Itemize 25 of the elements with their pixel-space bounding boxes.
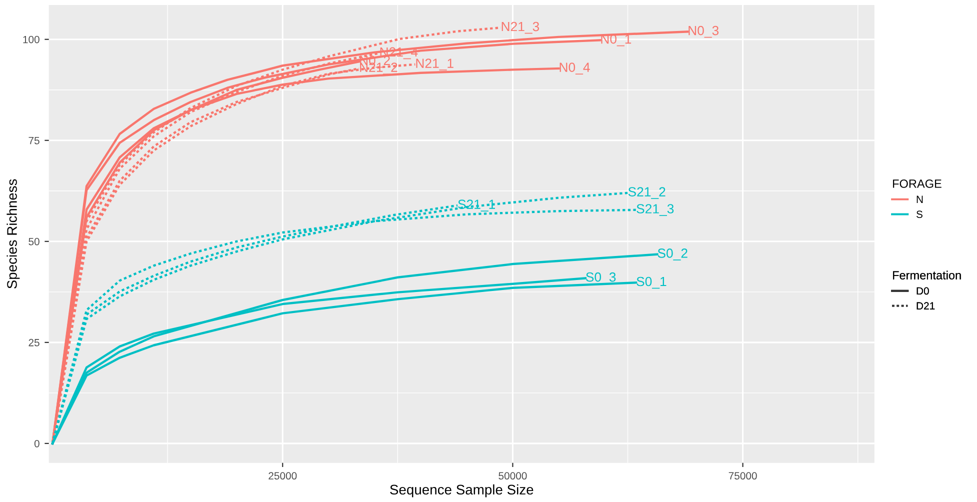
series-label: N21_3	[502, 22, 540, 34]
text: Fermentation	[893, 270, 961, 280]
series-label: N0_4	[560, 62, 590, 74]
y-tick-label: 75	[28, 136, 40, 144]
text: FORAGE	[893, 180, 942, 188]
series-label: S21_3	[636, 204, 674, 216]
series-label: S0_3	[586, 272, 616, 284]
y-tick-label: 100	[23, 36, 40, 44]
series-label: S0_2	[658, 248, 688, 260]
legend-label: N	[916, 196, 923, 203]
x-tick-label: 75000	[728, 472, 757, 480]
legend-label: D21	[916, 302, 935, 310]
y-tick-label: 50	[28, 238, 40, 246]
y-tick-label: 0	[34, 440, 40, 448]
y-tick-label: 25	[28, 338, 40, 346]
x-axis-title: Sequence Sample Size	[390, 484, 534, 498]
legend-label: D0	[916, 287, 929, 295]
y-axis-title: Species Richness	[6, 179, 20, 288]
series-label: S21_2	[628, 187, 666, 199]
x-tick-label: 50000	[498, 472, 527, 480]
legend-label: S	[916, 210, 922, 218]
x-tick-label: 25000	[268, 472, 297, 480]
series-label: N21_1	[416, 58, 454, 70]
series-label: N0_3	[688, 26, 719, 38]
series-label: S0_1	[636, 276, 666, 289]
